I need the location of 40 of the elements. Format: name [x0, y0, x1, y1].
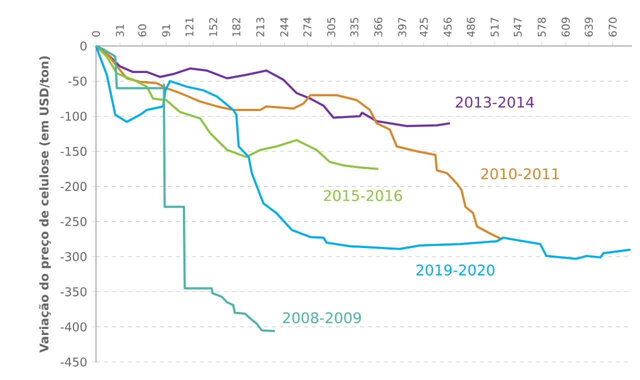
y-axis-title: Variação do preço de celulose (em USD/ton) — [39, 56, 51, 353]
series-label: 2008-2009 — [283, 312, 361, 324]
series-label: 2015-2016 — [324, 190, 402, 202]
y-tick-label: 0 — [80, 41, 86, 51]
x-tick-label: 639 — [584, 18, 593, 37]
x-tick-label: 335 — [350, 18, 358, 36]
y-tick-label: -450 — [60, 357, 86, 367]
x-tick-label: 486 — [466, 18, 475, 37]
y-tick-label: -100 — [60, 112, 86, 121]
x-tick-label: 517 — [490, 18, 499, 36]
y-tick-label: -50 — [68, 76, 86, 86]
x-tick-label: 274 — [303, 18, 312, 37]
x-tick-label: 609 — [562, 18, 570, 37]
x-tick-label: 213 — [256, 18, 264, 37]
x-tick-label: 0 — [92, 31, 100, 37]
y-tick-label: -350 — [60, 287, 86, 296]
x-tick-label: 60 — [138, 24, 146, 37]
x-tick-label: 152 — [209, 18, 218, 36]
x-tick-label: 547 — [514, 18, 522, 36]
y-tick-label: -250 — [60, 217, 86, 226]
x-tick-label: 425 — [420, 18, 428, 37]
x-tick-label: 578 — [538, 18, 546, 36]
x-tick-label: 91 — [162, 24, 170, 37]
x-tick-label: 456 — [444, 18, 452, 37]
series-label: 2010-2011 — [481, 168, 559, 180]
x-tick-label: 366 — [374, 18, 382, 36]
y-tick-label: -200 — [60, 182, 86, 191]
x-tick-label: 121 — [185, 18, 194, 36]
series-label: 2019-2020 — [416, 264, 494, 276]
y-tick-label: -300 — [60, 252, 86, 262]
x-tick-label: 182 — [232, 18, 240, 36]
y-tick-label: -150 — [60, 146, 86, 156]
x-tick-label: 305 — [327, 18, 336, 36]
x-tick-label: 244 — [280, 18, 288, 37]
x-tick-label: 31 — [116, 24, 124, 36]
x-tick-label: 670 — [608, 18, 617, 37]
x-tick-label: 397 — [398, 18, 406, 36]
y-tick-label: -400 — [60, 322, 86, 332]
line-series — [94, 44, 276, 332]
series-label: 2013-2014 — [456, 96, 534, 108]
